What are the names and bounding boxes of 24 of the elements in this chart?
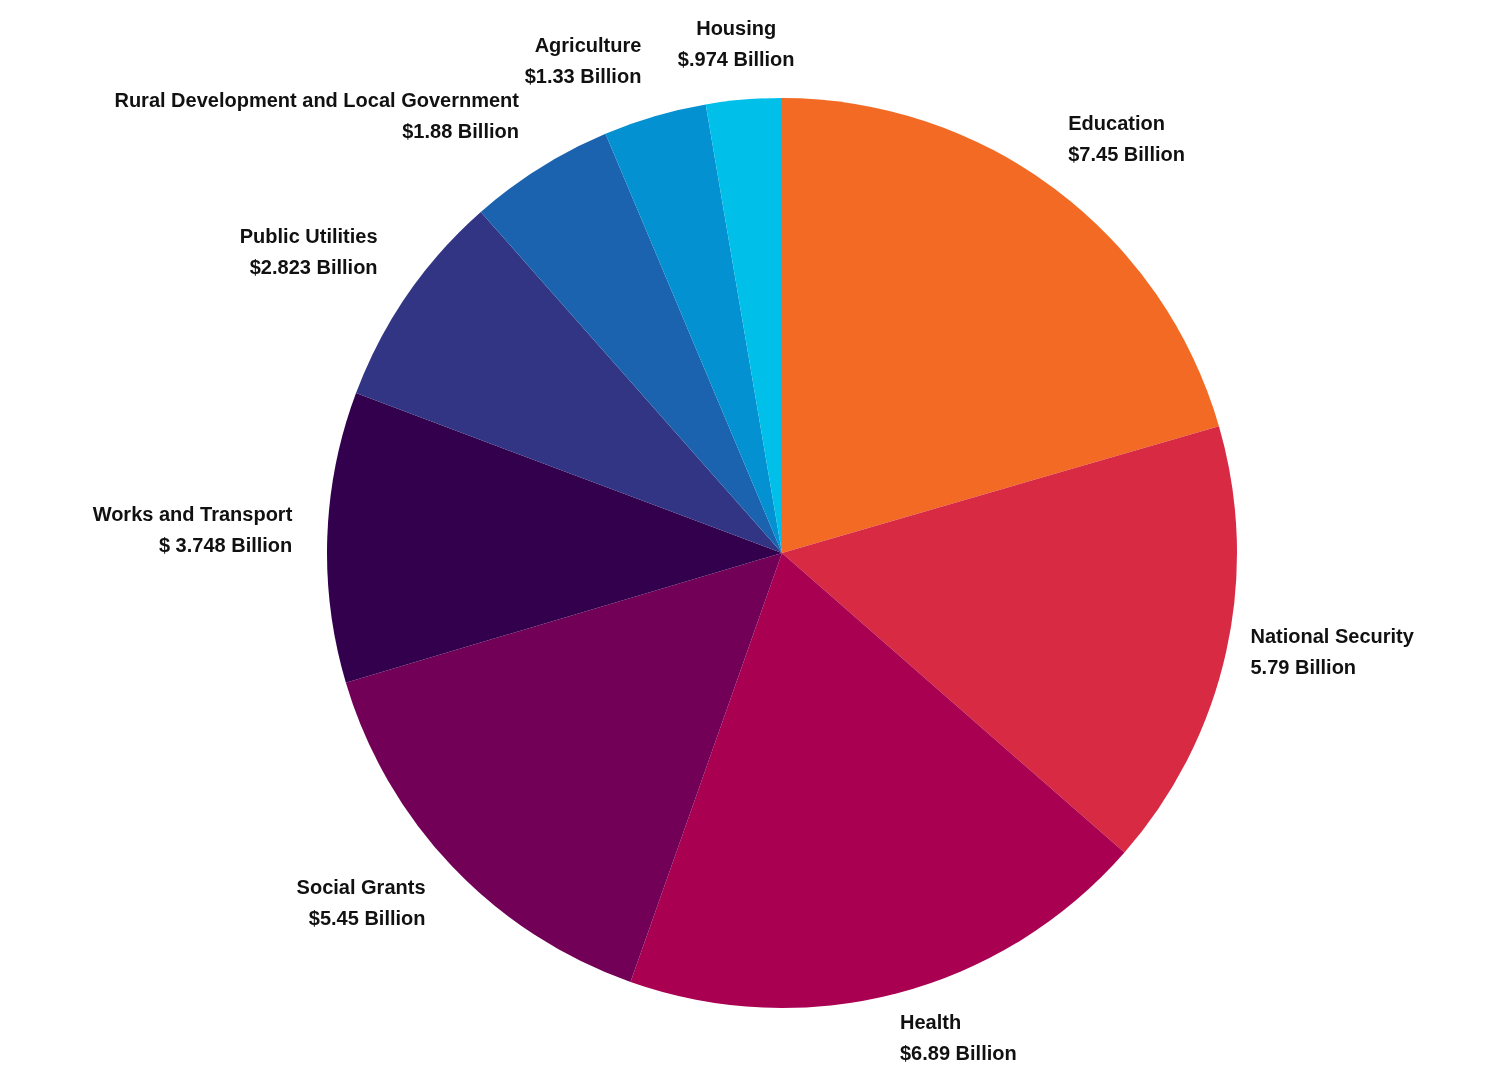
pie-slice	[782, 426, 1237, 853]
slice-label: Social Grants	[296, 876, 426, 899]
slice-label: Public Utilities	[239, 224, 378, 247]
data-label: $2.823 Billion	[249, 255, 378, 278]
data-label: $ 3.748 Billion	[158, 534, 293, 556]
pie-slice	[782, 98, 1219, 553]
data-label: $1.33 Billion	[524, 65, 642, 88]
slice-label: Rural Development and Local Government	[114, 89, 520, 112]
slice-label: Housing	[696, 16, 777, 39]
slice-label: Health	[899, 1011, 962, 1034]
data-label: $.974 Billion	[677, 47, 795, 70]
pie-slice	[327, 393, 782, 683]
slice-label: Works and Transport	[92, 503, 293, 525]
slice-label: Education	[1068, 112, 1165, 135]
data-label: $7.45 Billion	[1068, 143, 1185, 166]
pie-slice	[605, 104, 782, 553]
data-label: 5.79 Billion	[1250, 655, 1357, 678]
pie-slice	[630, 553, 1125, 1008]
slice-label: National Security	[1250, 624, 1415, 647]
pie-slice	[705, 98, 782, 553]
data-label: $1.88 Billion	[402, 120, 519, 143]
slice-label: Agriculture	[534, 34, 642, 57]
data-label: $6.89 Billion	[899, 1042, 1017, 1065]
data-label: $5.45 Billion	[308, 907, 426, 930]
